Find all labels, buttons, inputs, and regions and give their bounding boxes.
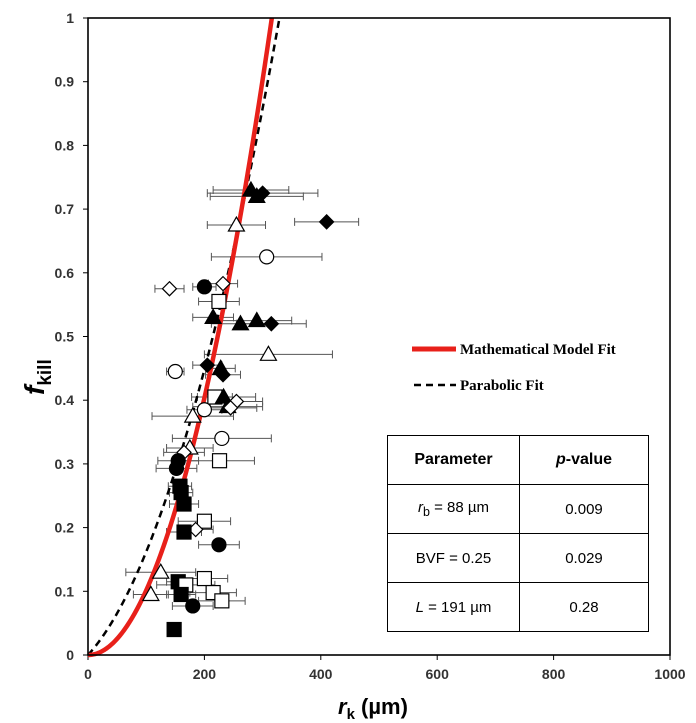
- axis-ticks: [83, 17, 671, 660]
- data-point-diamond: [254, 185, 271, 202]
- plot-frame: [87, 17, 671, 656]
- table-cell-parameter: BVF = 0.25: [387, 533, 520, 583]
- data-point-square: [211, 293, 227, 310]
- data-point-square: [173, 586, 189, 603]
- table-row: rb = 88 µm 0.009: [387, 484, 649, 534]
- data-point-triangle: [231, 314, 250, 331]
- x-tick-label: 600: [426, 666, 450, 682]
- parabolic-fit-line: [87, 17, 281, 656]
- y-tick-label: 0.5: [55, 329, 75, 345]
- y-tick-label: 0.3: [55, 456, 75, 472]
- data-point-circle: [196, 402, 212, 418]
- y-tick-label: 0.1: [55, 583, 75, 599]
- y-tick-label: 0.4: [55, 392, 75, 408]
- y-tick-label: 0.6: [55, 265, 75, 281]
- data-point-circle: [168, 460, 185, 476]
- table-cell-pvalue: 0.28: [519, 582, 649, 632]
- data-point-diamond: [263, 315, 280, 332]
- x-tick-label: 1000: [654, 666, 685, 682]
- table-cell-pvalue: 0.009: [519, 484, 649, 534]
- parameter-table: Parameter p-value rb = 88 µm 0.009 BVF =…: [387, 435, 649, 632]
- table-cell-parameter: rb = 88 µm: [387, 484, 520, 534]
- legend: Mathematical Model Fit Parabolic Fit: [412, 342, 616, 394]
- table-cell-parameter: L = 191 µm: [387, 582, 520, 632]
- fit-curves: [87, 17, 281, 658]
- x-tick-label: 400: [309, 666, 333, 682]
- x-tick-label: 200: [193, 666, 217, 682]
- x-tick-label: 0: [84, 666, 92, 682]
- table-cell-pvalue: 0.029: [519, 533, 649, 583]
- data-point-square: [176, 524, 192, 540]
- x-tick-label: 800: [542, 666, 566, 682]
- table-header-parameter: Parameter: [387, 435, 520, 485]
- data-point-diamond: [215, 366, 231, 383]
- data-point-circle: [214, 430, 230, 447]
- data-point-square: [166, 621, 182, 638]
- data-point-diamond: [318, 213, 335, 230]
- data-point-circle: [167, 363, 183, 380]
- y-axis-title: fkill: [19, 359, 56, 395]
- data-point-diamond: [161, 280, 178, 297]
- y-tick-label: 0: [66, 647, 74, 663]
- legend-parabolic-label: Parabolic Fit: [460, 378, 544, 394]
- data-point-diamond: [215, 275, 231, 292]
- data-point-square: [214, 593, 230, 609]
- data-point-square: [176, 496, 192, 512]
- legend-model-label: Mathematical Model Fit: [460, 342, 616, 358]
- data-point-triangle: [227, 215, 246, 232]
- data-markers: [141, 180, 335, 638]
- data-point-triangle: [247, 311, 266, 328]
- data-point-circle: [259, 249, 275, 265]
- data-point-square: [196, 570, 212, 587]
- table-header-pvalue: p-value: [519, 435, 649, 485]
- data-point-diamond: [222, 399, 239, 416]
- data-point-triangle: [259, 345, 278, 361]
- data-point-circle: [196, 279, 212, 295]
- data-point-diamond: [199, 357, 216, 374]
- data-point-square: [211, 453, 228, 469]
- y-tick-label: 0.8: [55, 137, 75, 153]
- y-tick-label: 0.9: [55, 74, 75, 90]
- data-point-square: [196, 513, 212, 529]
- model-fit-line: [87, 17, 275, 658]
- tick-labels: 0 200 400 600 800 1000 0 0.1 0.2 0.3 0.4 0.5 0.6 0.7 0…: [55, 10, 686, 682]
- data-point-triangle: [141, 585, 160, 602]
- data-point-triangle: [204, 308, 223, 324]
- table-row: BVF = 0.25 0.029: [387, 533, 649, 583]
- data-point-triangle: [183, 406, 202, 423]
- y-tick-label: 1: [66, 10, 74, 26]
- y-tick-label: 0.2: [55, 520, 75, 536]
- table-header-row: Parameter p-value: [387, 435, 649, 485]
- y-tick-label: 0.7: [55, 201, 75, 217]
- data-point-circle: [185, 598, 201, 614]
- data-point-circle: [211, 537, 227, 553]
- data-point-triangle: [151, 562, 170, 579]
- table-row: L = 191 µm 0.28: [387, 582, 649, 632]
- x-axis-title: rk (µm): [338, 694, 408, 723]
